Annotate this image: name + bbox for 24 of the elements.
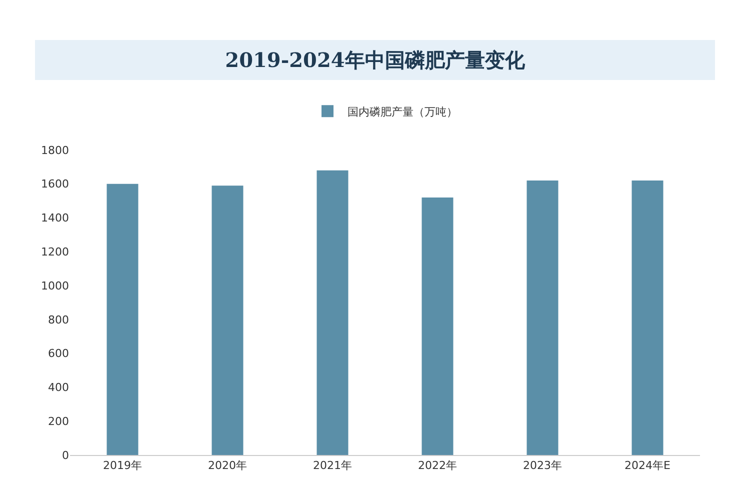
bar xyxy=(422,197,454,455)
y-tick-label: 600 xyxy=(48,347,69,360)
y-tick-label: 400 xyxy=(48,381,69,394)
x-tick-label: 2022年 xyxy=(418,459,457,472)
x-tick-label: 2024年E xyxy=(624,459,671,472)
bar xyxy=(632,180,664,455)
y-tick-label: 1400 xyxy=(41,212,69,225)
y-tick-label: 1200 xyxy=(41,246,69,259)
y-tick-label: 800 xyxy=(48,313,69,326)
x-tick-label: 2023年 xyxy=(523,459,562,472)
x-tick-label: 2021年 xyxy=(313,459,352,472)
bar xyxy=(316,170,348,455)
chart-title: 2019-2024年中国磷肥产量变化 xyxy=(35,40,715,80)
y-tick-label: 1600 xyxy=(41,178,69,191)
legend-label: 国内磷肥产量（万吨） xyxy=(348,105,458,118)
bar xyxy=(526,180,558,455)
y-tick-label: 200 xyxy=(48,414,69,428)
y-tick-label: 0 xyxy=(62,448,69,462)
x-tick-label: 2020年 xyxy=(208,459,247,472)
y-tick-label: 1800 xyxy=(41,144,69,157)
y-tick-label: 1000 xyxy=(41,279,69,292)
bar xyxy=(212,186,244,455)
x-tick-label: 2019年 xyxy=(103,459,142,472)
bar xyxy=(106,184,138,455)
